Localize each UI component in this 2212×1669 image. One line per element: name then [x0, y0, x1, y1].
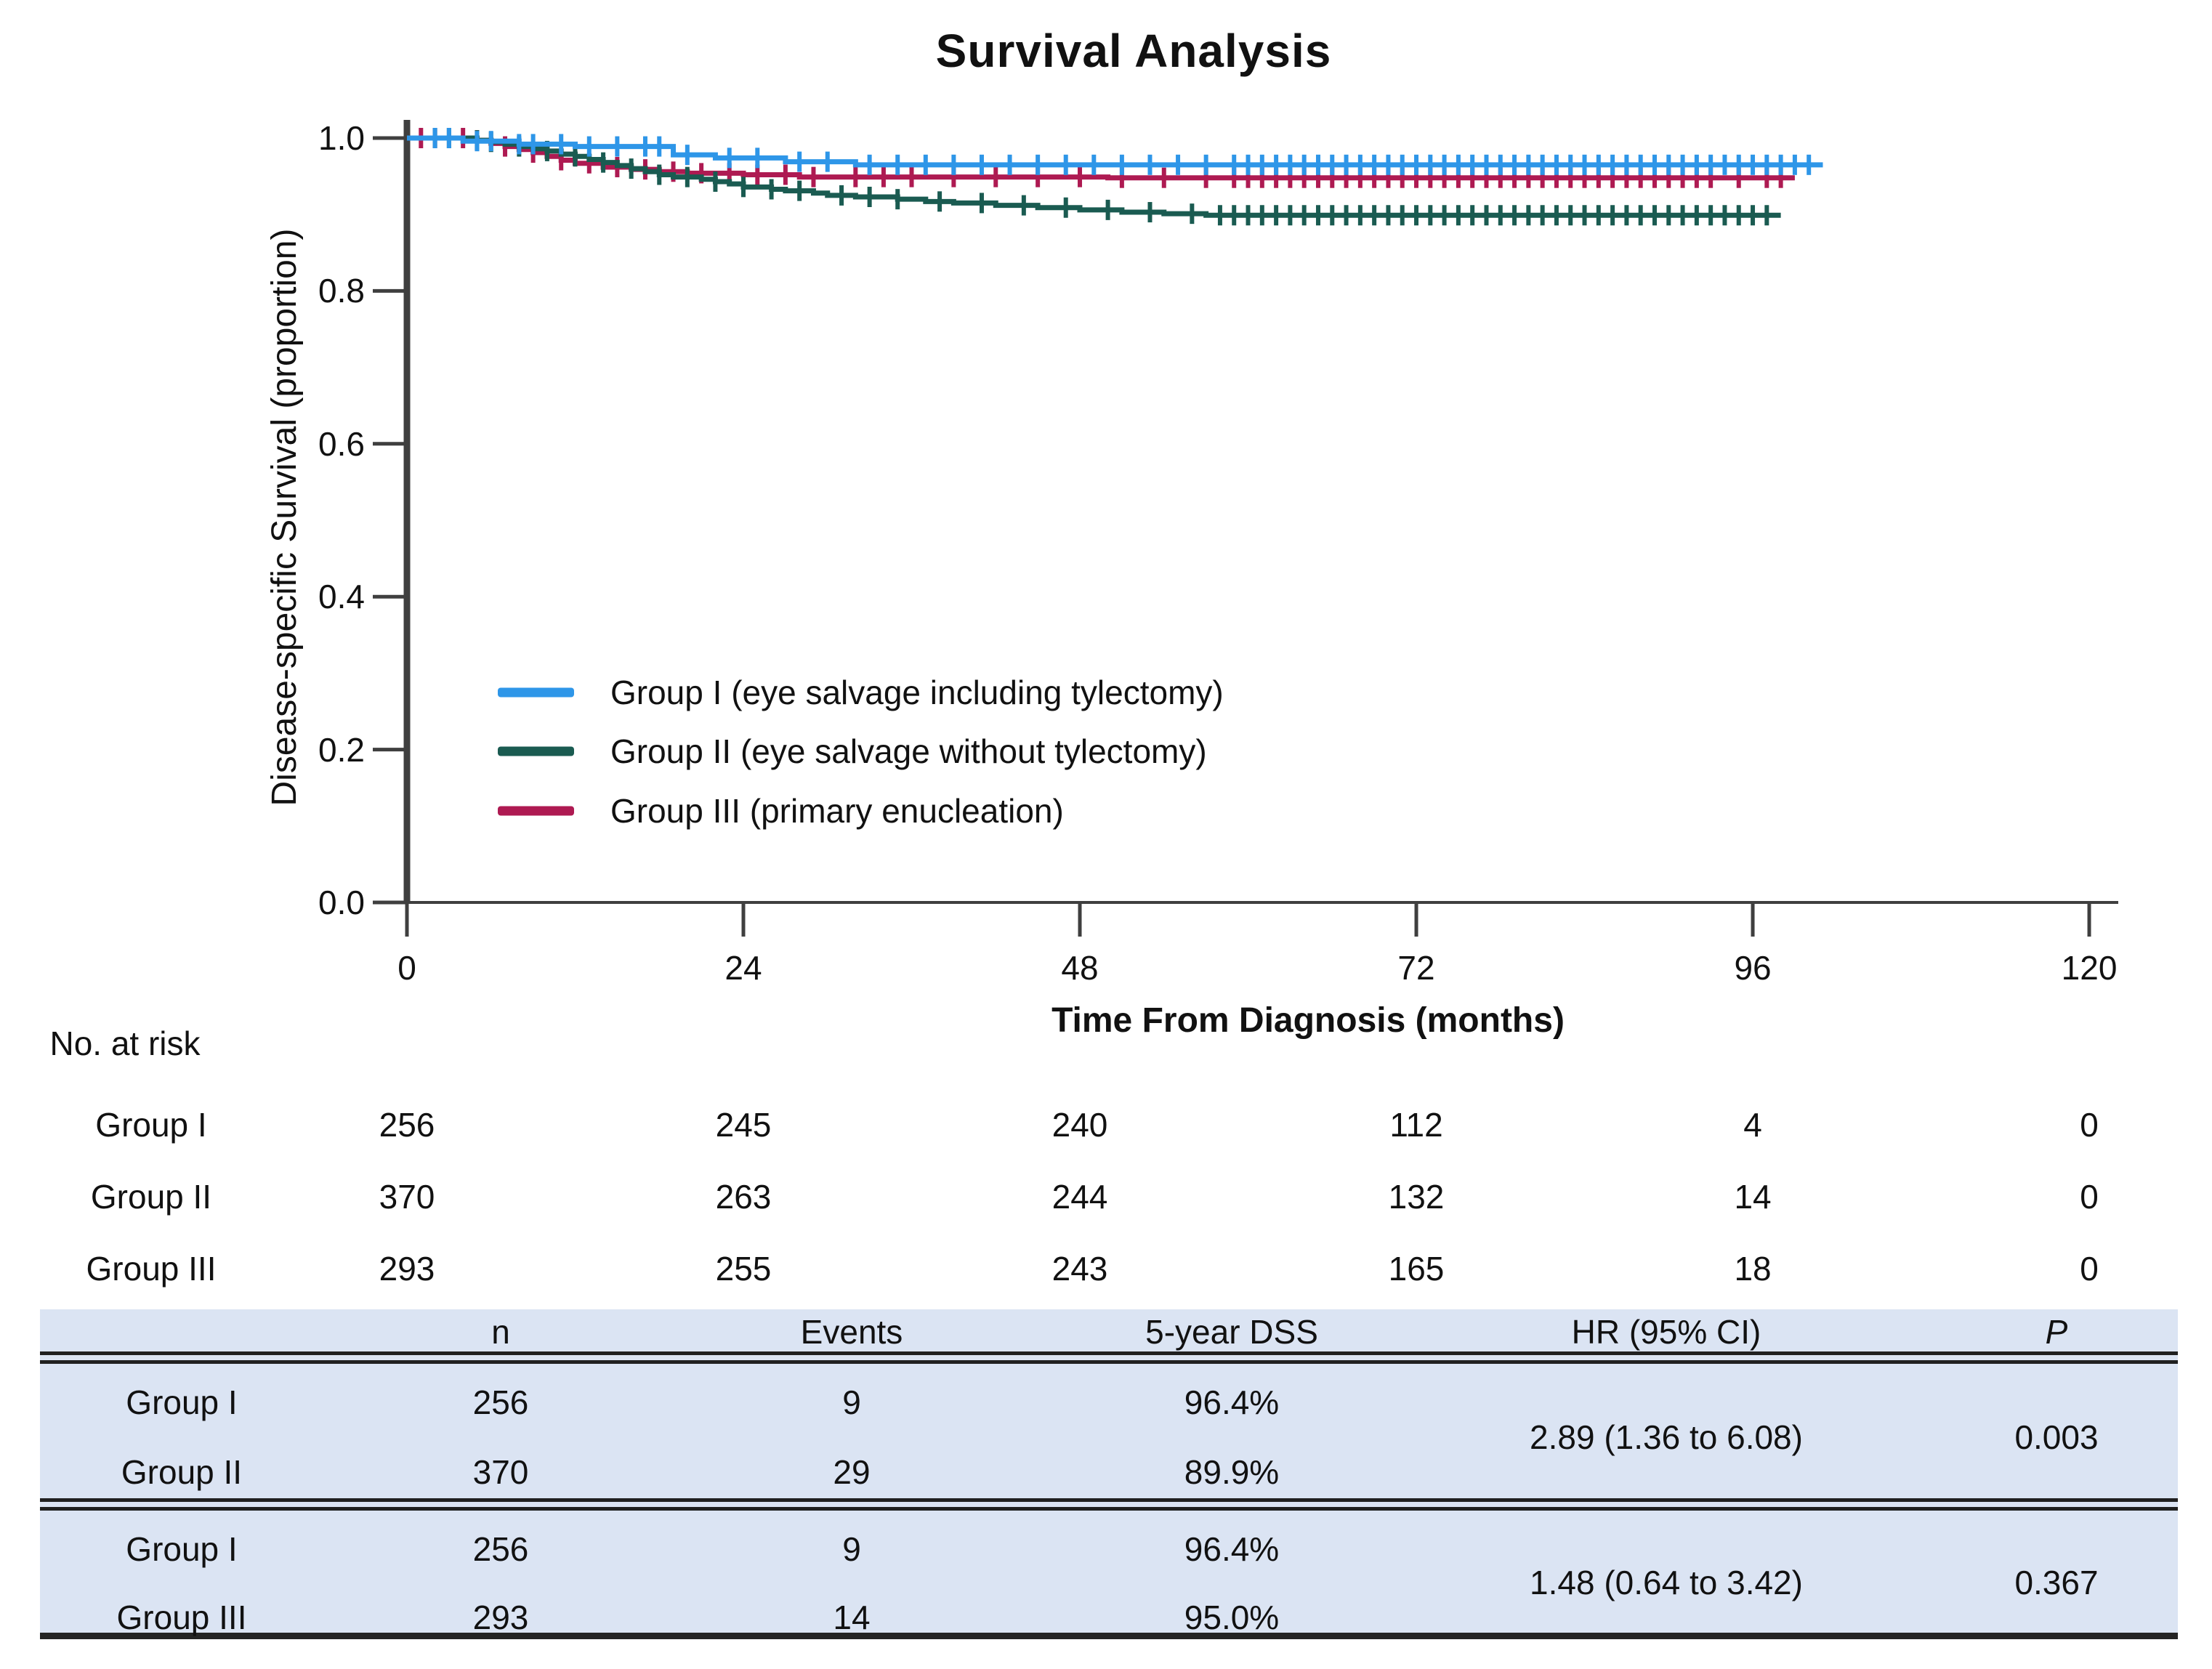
x-tick-label: 96 [1734, 949, 1772, 987]
risk-count: 244 [1051, 1178, 1108, 1216]
risk-count: 14 [1734, 1178, 1772, 1216]
risk-count: 18 [1734, 1250, 1772, 1288]
risk-row-label: Group III [86, 1250, 217, 1288]
risk-count: 165 [1388, 1250, 1445, 1288]
stats-row-label: Group I [126, 1530, 238, 1568]
y-tick-label: 0.2 [318, 730, 365, 769]
x-axis-label: Time From Diagnosis (months) [1051, 1001, 1565, 1040]
stats-table-bottom-rule [40, 1633, 2178, 1639]
stats-cell-events: 29 [833, 1453, 871, 1491]
x-tick-label: 0 [397, 949, 416, 987]
legend-label: Group I (eye salvage including tylectomy… [610, 674, 1224, 711]
x-tick-label: 24 [724, 949, 762, 987]
risk-count: 263 [715, 1178, 772, 1216]
risk-count: 0 [2080, 1106, 2099, 1144]
risk-count: 4 [1743, 1106, 1762, 1144]
risk-table-heading: No. at risk [49, 1025, 201, 1062]
stats-cell-p: 0.003 [2014, 1418, 2099, 1456]
stats-cell-dss: 96.4% [1184, 1383, 1280, 1421]
risk-row-label: Group II [90, 1178, 212, 1216]
stats-cell-p: 0.367 [2014, 1564, 2099, 1601]
risk-count: 0 [2080, 1178, 2099, 1216]
stats-header-dss: 5-year DSS [1145, 1313, 1318, 1351]
chart-title: Survival Analysis [935, 25, 1332, 77]
y-tick-label: 0.6 [318, 424, 365, 463]
stats-row-label: Group III [116, 1599, 247, 1636]
stats-cell-hr: 2.89 (1.36 to 6.08) [1530, 1418, 1803, 1456]
legend-label: Group II (eye salvage without tylectomy) [610, 732, 1207, 770]
stats-table-separator [40, 1351, 2178, 1364]
risk-count: 0 [2080, 1250, 2099, 1288]
x-tick-label: 48 [1061, 949, 1099, 987]
y-tick-label: 0.4 [318, 578, 365, 616]
x-tick-label: 72 [1397, 949, 1435, 987]
stats-cell-events: 9 [842, 1383, 861, 1421]
stats-cell-dss: 95.0% [1184, 1599, 1280, 1636]
risk-count: 256 [379, 1106, 435, 1144]
y-tick-label: 0.0 [318, 884, 365, 921]
y-tick-label: 1.0 [318, 119, 365, 157]
legend-label: Group III (primary enucleation) [610, 792, 1064, 830]
stats-header-hr: HR (95% CI) [1571, 1313, 1761, 1351]
stats-cell-dss: 89.9% [1184, 1453, 1280, 1491]
stats-header-n: n [491, 1313, 510, 1351]
legend-swatch-group3 [498, 806, 574, 816]
x-tick-label: 120 [2061, 949, 2118, 987]
stats-cell-events: 9 [842, 1530, 861, 1568]
stats-header-p: P [2045, 1313, 2068, 1351]
stats-row-label: Group II [121, 1453, 243, 1491]
risk-count: 293 [379, 1250, 435, 1288]
risk-count: 132 [1388, 1178, 1445, 1216]
stats-cell-n: 256 [472, 1530, 529, 1568]
risk-count: 255 [715, 1250, 772, 1288]
stats-cell-n: 293 [472, 1599, 529, 1636]
stats-cell-hr: 1.48 (0.64 to 3.42) [1530, 1564, 1803, 1601]
stats-row-label: Group I [126, 1383, 238, 1421]
y-tick-label: 0.8 [318, 272, 365, 310]
stats-cell-events: 14 [833, 1599, 871, 1636]
risk-count: 245 [715, 1106, 772, 1144]
stats-header-events: Events [800, 1313, 903, 1351]
legend-swatch-group1 [498, 687, 574, 698]
legend-swatch-group2 [498, 746, 574, 756]
risk-row-label: Group I [95, 1106, 207, 1144]
risk-count: 243 [1051, 1250, 1108, 1288]
risk-count: 240 [1051, 1106, 1108, 1144]
stats-cell-n: 370 [472, 1453, 529, 1491]
stats-cell-n: 256 [472, 1383, 529, 1421]
risk-count: 370 [379, 1178, 435, 1216]
stats-table-separator [40, 1498, 2178, 1511]
risk-count: 112 [1389, 1106, 1443, 1144]
stats-cell-dss: 96.4% [1184, 1530, 1280, 1568]
